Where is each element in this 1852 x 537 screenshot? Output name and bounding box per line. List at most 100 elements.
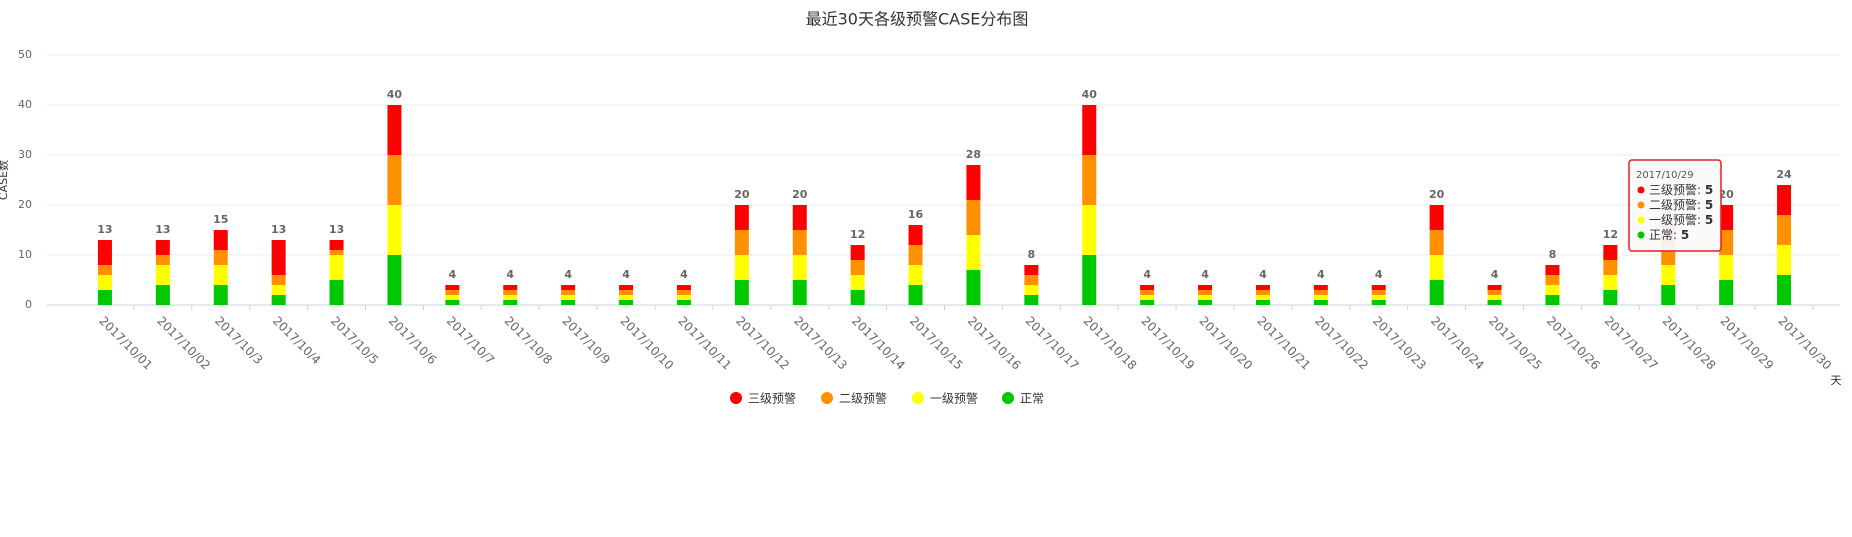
bar-segment	[1082, 255, 1097, 305]
bar-segment	[850, 245, 865, 260]
bar-segment	[966, 165, 981, 200]
tooltip-box	[1628, 159, 1722, 252]
total-label: 13	[271, 223, 286, 236]
bar-segment	[155, 240, 170, 255]
bar-segment	[561, 295, 576, 300]
bar-segment	[619, 285, 634, 290]
total-label: 4	[1259, 268, 1267, 281]
bar-segment	[1024, 265, 1039, 275]
x-tick-label: 2017/10/14	[849, 314, 908, 373]
bar-segment	[387, 205, 402, 255]
bar-segment	[908, 285, 923, 305]
total-label: 4	[1491, 268, 1499, 281]
bar-segment	[271, 295, 286, 305]
bar-segment	[1777, 275, 1792, 305]
legend-item: 正常	[1002, 392, 1044, 406]
x-tick-label: 2017/10/18	[1081, 314, 1140, 373]
total-label: 20	[1718, 188, 1734, 201]
bar-segment	[1661, 265, 1676, 285]
bar-segment	[734, 280, 749, 305]
x-tick-label: 2017/10/19	[1139, 314, 1198, 373]
bar-segment	[850, 290, 865, 305]
bar-segment	[908, 225, 923, 245]
x-tick-label: 2017/10/13	[791, 314, 850, 373]
bar-segment	[97, 240, 112, 265]
bar-segment	[1313, 290, 1328, 295]
bar-segment	[1603, 260, 1618, 275]
tooltip-dot	[1637, 186, 1645, 194]
bar-segment	[213, 265, 228, 285]
bar-segment	[387, 155, 402, 205]
tooltip-dot	[1637, 216, 1645, 224]
legend-label: 一级预警	[930, 391, 978, 406]
bar-segment	[1198, 295, 1213, 300]
bar-segment	[503, 300, 518, 305]
bar-segment	[908, 245, 923, 265]
bar-segment	[97, 290, 112, 305]
bar-segment	[1313, 295, 1328, 300]
total-label: 13	[329, 223, 344, 236]
tooltip-row: 一级预警: 5	[1649, 212, 1713, 227]
bar-segment	[734, 255, 749, 280]
x-tick-label: 2017/10/8	[502, 314, 555, 367]
bar-segment	[966, 270, 981, 305]
bar-segment	[1603, 245, 1618, 260]
x-tick-label: 2017/10/5	[328, 314, 381, 367]
legend-item: 一级预警	[912, 391, 978, 406]
bar-segment	[1140, 300, 1155, 305]
bar-segment	[1024, 295, 1039, 305]
bar-segment	[561, 285, 576, 290]
x-tick-label: 2017/10/16	[965, 314, 1024, 373]
tooltip-dot	[1637, 231, 1645, 239]
bar-segment	[1777, 215, 1792, 245]
total-label: 4	[622, 268, 630, 281]
tooltip-row-label: 二级预警:	[1649, 197, 1705, 212]
bar-segment	[1371, 295, 1386, 300]
legend-swatch	[912, 392, 924, 404]
bar-segment	[1255, 285, 1270, 290]
y-tick-label: 40	[18, 98, 32, 111]
bar-segment	[329, 255, 344, 280]
x-tick-label: 2017/10/24	[1428, 314, 1487, 373]
tooltip-dot	[1637, 201, 1645, 209]
x-tick-label: 2017/10/9	[560, 314, 613, 367]
bar-segment	[1487, 290, 1502, 295]
x-tick-label: 2017/10/12	[733, 314, 792, 373]
bar-segment	[966, 235, 981, 270]
bar-segment	[1198, 285, 1213, 290]
x-tick-label: 2017/10/20	[1196, 314, 1255, 373]
bar-segment	[1545, 275, 1560, 285]
bar-segment	[1140, 295, 1155, 300]
bar-segment	[1140, 285, 1155, 290]
total-label: 8	[1028, 248, 1036, 261]
tooltip-row-value: 5	[1681, 228, 1689, 242]
bar-segment	[1661, 285, 1676, 305]
bar-segment	[1371, 285, 1386, 290]
x-tick-label: 2017/10/27	[1602, 314, 1661, 373]
bar-segment	[1082, 155, 1097, 205]
bar-segment	[445, 290, 460, 295]
bar-segment	[619, 290, 634, 295]
bar-segment	[1777, 185, 1792, 215]
total-label: 4	[1143, 268, 1151, 281]
bar-segment	[676, 300, 691, 305]
bar-segment	[1719, 255, 1734, 280]
bar-segment	[619, 300, 634, 305]
bar-segment	[1024, 275, 1039, 285]
total-label: 12	[850, 228, 865, 241]
bar-segment	[676, 295, 691, 300]
x-tick-label: 2017/10/21	[1254, 314, 1313, 373]
bar-segment	[1198, 290, 1213, 295]
total-label: 4	[506, 268, 514, 281]
x-axis-label: 天	[1831, 374, 1842, 387]
bar-segment	[1371, 300, 1386, 305]
tooltip-row: 三级预警: 5	[1649, 182, 1713, 197]
bar-segment	[1429, 255, 1444, 280]
bar-segment	[734, 230, 749, 255]
bar-segment	[561, 290, 576, 295]
bar-segment	[966, 200, 981, 235]
bar-segment	[271, 240, 286, 275]
bar-segment	[329, 240, 344, 250]
bar-segment	[1603, 275, 1618, 290]
